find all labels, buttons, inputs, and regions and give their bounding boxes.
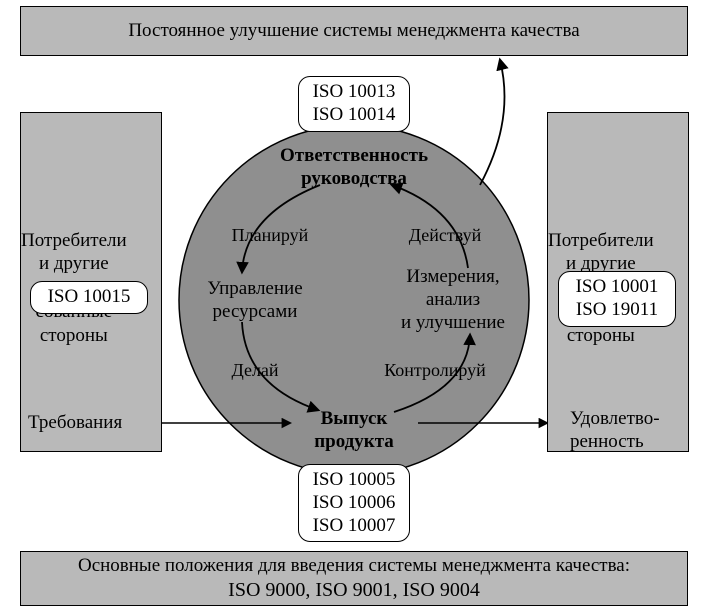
- node-left: Управление ресурсами: [190, 278, 320, 324]
- pdca-do: Делай: [215, 360, 295, 382]
- iso-bottom-pill: ISO 10005 ISO 10006 ISO 10007: [298, 464, 410, 542]
- node-left-1: Управление: [190, 278, 320, 301]
- iso-bottom-1: ISO 10005: [313, 469, 396, 492]
- iso-top-pill: ISO 10013 ISO 10014: [298, 76, 410, 132]
- iso-right-1: ISO 10001: [576, 276, 659, 299]
- node-top: Ответственность руководства: [254, 145, 454, 191]
- pdca-check: Контролируй: [370, 360, 500, 382]
- top-banner-text: Постоянное улучшение системы менеджмента…: [128, 19, 579, 43]
- iso-top-2: ISO 10014: [313, 104, 396, 127]
- pdca-plan: Планируй: [215, 225, 325, 247]
- bottom-banner-line2: ISO 9000, ISO 9001, ISO 9004: [228, 578, 480, 603]
- node-right: Измерения, анализ и улучшение: [388, 266, 518, 334]
- pdca-act: Действуй: [390, 225, 500, 247]
- iso-right-2: ISO 19011: [576, 299, 658, 322]
- left-input-label: Требования: [28, 412, 154, 435]
- bottom-banner-line1: Основные положения для введения системы …: [78, 554, 630, 578]
- node-right-2: анализ: [388, 289, 518, 312]
- iso-bottom-3: ISO 10007: [313, 515, 396, 538]
- iso-left: ISO 10015: [48, 286, 131, 309]
- node-top-2: руководства: [254, 168, 454, 191]
- node-bottom: Выпуск продукта: [294, 408, 414, 454]
- node-bottom-1: Выпуск: [294, 408, 414, 431]
- arrow-to-top-banner: [480, 60, 505, 185]
- node-bottom-2: продукта: [294, 431, 414, 454]
- iso-top-1: ISO 10013: [313, 81, 396, 104]
- bottom-banner: Основные положения для введения системы …: [20, 551, 688, 606]
- iso-right-pill: ISO 10001 ISO 19011: [558, 271, 676, 327]
- node-right-1: Измерения,: [388, 266, 518, 289]
- right-output-label: Удовлетво- ренность: [570, 408, 685, 454]
- top-banner: Постоянное улучшение системы менеджмента…: [20, 6, 688, 56]
- iso-bottom-2: ISO 10006: [313, 492, 396, 515]
- iso-left-pill: ISO 10015: [30, 281, 148, 314]
- node-top-1: Ответственность: [254, 145, 454, 168]
- node-right-3: и улучшение: [388, 312, 518, 335]
- node-left-2: ресурсами: [190, 301, 320, 324]
